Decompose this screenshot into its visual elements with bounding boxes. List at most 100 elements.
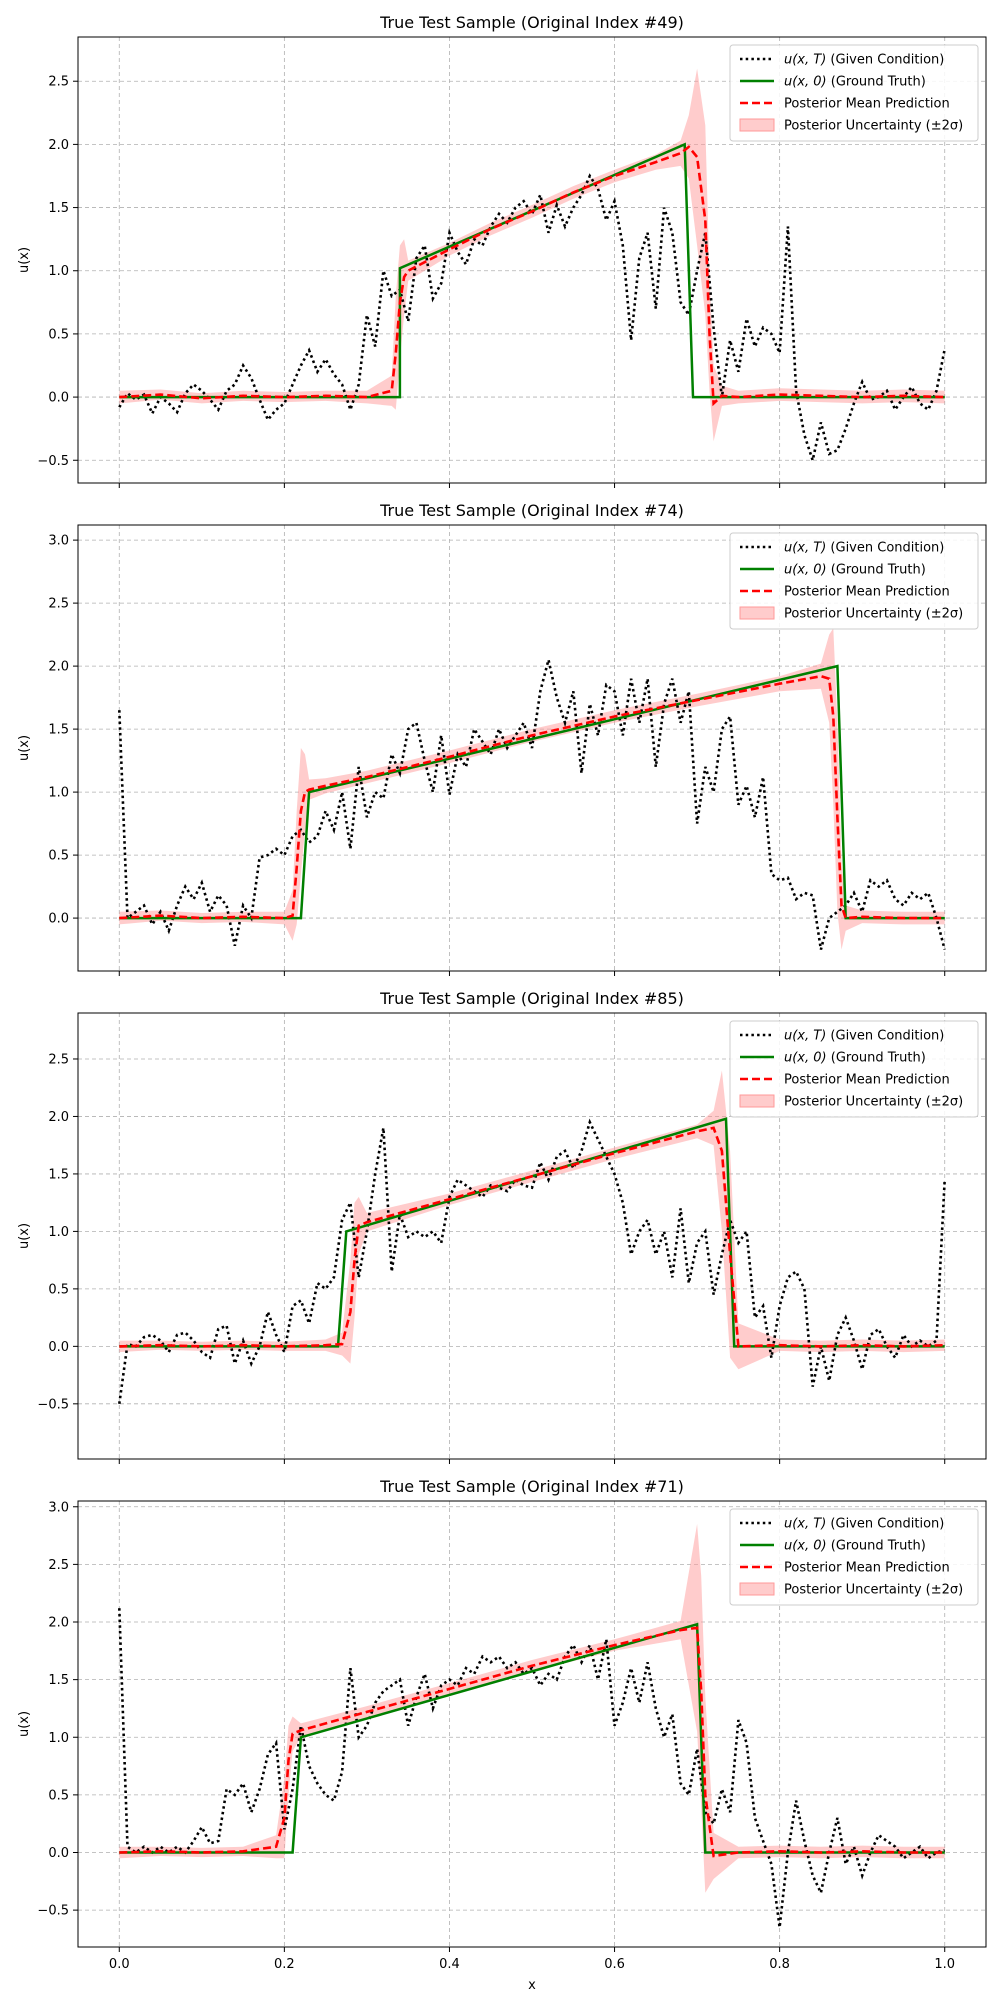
legend-entry-band: Posterior Uncertainty (±2σ) [784, 1583, 963, 1598]
y-tick-label: 1.0 [48, 264, 69, 279]
posterior-mean-line [119, 145, 945, 407]
subplot-3: −0.5 0.0 0.5 1.0 1.5 2.0 2.5 True Test Sample (… [17, 989, 987, 1464]
ground-truth-line [119, 1117, 945, 1348]
legend-math: u(x, 0) [784, 75, 827, 90]
y-tick-label: 1.0 [48, 1731, 69, 1746]
y-tick-label: 2.5 [48, 1558, 69, 1573]
legend: u(x, T) (Given Condition) u(x, 0) (Ground… [729, 1020, 979, 1118]
legend-math: u(x, 0) [784, 1539, 827, 1554]
legend-math: u(x, 0) [784, 563, 827, 578]
uncertainty-band [119, 1524, 945, 1893]
y-tick-label: 0.0 [48, 391, 69, 406]
legend-entry-truth: u(x, 0) (Ground Truth) [784, 563, 926, 578]
y-tick-label: 0.0 [48, 912, 69, 927]
y-tick-label: 1.5 [48, 1673, 69, 1688]
plot-frame [77, 524, 987, 972]
y-tick-label: 2.0 [48, 138, 69, 153]
legend-box [729, 44, 979, 142]
y-tick-label: 0.5 [48, 849, 69, 864]
legend-math: u(x, T) [784, 541, 826, 556]
legend-label: (Ground Truth) [827, 1051, 926, 1066]
legend-entry-band: Posterior Uncertainty (±2σ) [784, 1095, 963, 1110]
subplot-2: 0.0 0.5 1.0 1.5 2.0 2.5 3.0 True Test Sample (O… [17, 501, 987, 976]
y-tick-label: 2.5 [48, 75, 69, 90]
legend-label: (Ground Truth) [827, 1539, 926, 1554]
legend: u(x, T) (Given Condition) u(x, 0) (Ground… [729, 44, 979, 142]
posterior-mean-line [119, 1626, 945, 1858]
chart-title: True Test Sample (Original Index #74) [379, 501, 684, 520]
y-axis-label: u(x) [17, 1711, 32, 1737]
legend-label: Posterior Mean Prediction [784, 1561, 950, 1576]
y-axis-label: u(x) [17, 1223, 32, 1249]
y-axis-label: u(x) [17, 247, 32, 273]
x-tick-label: 0.2 [274, 1957, 295, 1972]
legend-box [729, 532, 979, 630]
legend-label: Posterior Mean Prediction [784, 97, 950, 112]
legend-entry-given: u(x, T) (Given Condition) [784, 541, 944, 556]
legend-label: Posterior Uncertainty (±2σ) [784, 1583, 963, 1598]
chart-title: True Test Sample (Original Index #71) [379, 1477, 684, 1496]
y-tick-label: 1.5 [48, 723, 69, 738]
y-tick-label: 0.5 [48, 1788, 69, 1803]
x-tick-label: 0.0 [109, 1957, 130, 1972]
y-tick-label: 2.0 [48, 1110, 69, 1125]
subplot-4: 0.0 0.2 0.4 0.6 0.8 1.0 −0.5 0.0 0.5 1.0 1.5 2.0 2.5… [17, 1477, 987, 1993]
legend-swatch-band [739, 118, 775, 132]
subplot-1: −0.5 0.0 0.5 1.0 1.5 2.0 2.5 True Test Sample (… [17, 13, 987, 488]
y-tick-label: −0.5 [37, 1397, 69, 1412]
plot-area [118, 628, 946, 950]
y-tick-label: 2.5 [48, 597, 69, 612]
legend-entry-mean: Posterior Mean Prediction [784, 1561, 950, 1576]
legend-label: Posterior Uncertainty (±2σ) [784, 607, 963, 622]
x-axis-label: x [528, 1978, 536, 1993]
legend-label: (Ground Truth) [827, 75, 926, 90]
legend-entry-truth: u(x, 0) (Ground Truth) [784, 1051, 926, 1066]
legend-entry-band: Posterior Uncertainty (±2σ) [784, 119, 963, 134]
chart-title: True Test Sample (Original Index #85) [379, 989, 684, 1008]
given-condition-line [118, 659, 946, 950]
legend-entry-given: u(x, T) (Given Condition) [784, 53, 944, 68]
legend-swatch-band [739, 1094, 775, 1108]
y-tick-label: 1.0 [48, 1225, 69, 1240]
legend-box [729, 1020, 979, 1118]
y-tick-label: 3.0 [48, 534, 69, 549]
legend-entry-truth: u(x, 0) (Ground Truth) [784, 75, 926, 90]
y-tick-label: 0.5 [48, 327, 69, 342]
given-condition-line [118, 1608, 946, 1928]
legend-label: Posterior Uncertainty (±2σ) [784, 1095, 963, 1110]
y-tick-label: 1.0 [48, 786, 69, 801]
plot-area [118, 1070, 946, 1404]
ground-truth-line [119, 1622, 945, 1854]
legend-label: Posterior Uncertainty (±2σ) [784, 119, 963, 134]
legend-math: u(x, T) [784, 1517, 826, 1532]
legend-label: (Ground Truth) [827, 563, 926, 578]
x-tick-label: 0.8 [769, 1957, 790, 1972]
legend-label: Posterior Mean Prediction [784, 585, 950, 600]
legend-entry-mean: Posterior Mean Prediction [784, 97, 950, 112]
plot-frame [77, 1500, 987, 1948]
y-tick-label: 0.0 [48, 1340, 69, 1355]
posterior-mean-line [119, 674, 945, 920]
legend-entry-truth: u(x, 0) (Ground Truth) [784, 1539, 926, 1554]
legend-label: (Given Condition) [826, 1029, 944, 1044]
x-tick-label: 0.6 [604, 1957, 625, 1972]
legend-label: Posterior Mean Prediction [784, 1073, 950, 1088]
y-tick-label: 2.0 [48, 1616, 69, 1631]
uncertainty-band [119, 628, 945, 950]
legend-swatch-band [739, 1582, 775, 1596]
legend-label: (Given Condition) [826, 541, 944, 556]
y-axis-label: u(x) [17, 735, 32, 761]
legend-label: (Given Condition) [826, 53, 944, 68]
y-tick-label: 2.5 [48, 1052, 69, 1067]
y-tick-label: 1.5 [48, 1167, 69, 1182]
legend-math: u(x, 0) [784, 1051, 827, 1066]
legend: u(x, T) (Given Condition) u(x, 0) (Ground… [729, 1508, 979, 1606]
y-tick-label: 0.0 [48, 1846, 69, 1861]
plot-frame [77, 36, 987, 484]
legend-entry-given: u(x, T) (Given Condition) [784, 1029, 944, 1044]
y-tick-label: 0.5 [48, 1282, 69, 1297]
y-tick-label: −0.5 [37, 1904, 69, 1919]
legend: u(x, T) (Given Condition) u(x, 0) (Ground… [729, 532, 979, 630]
legend-label: (Given Condition) [826, 1517, 944, 1532]
